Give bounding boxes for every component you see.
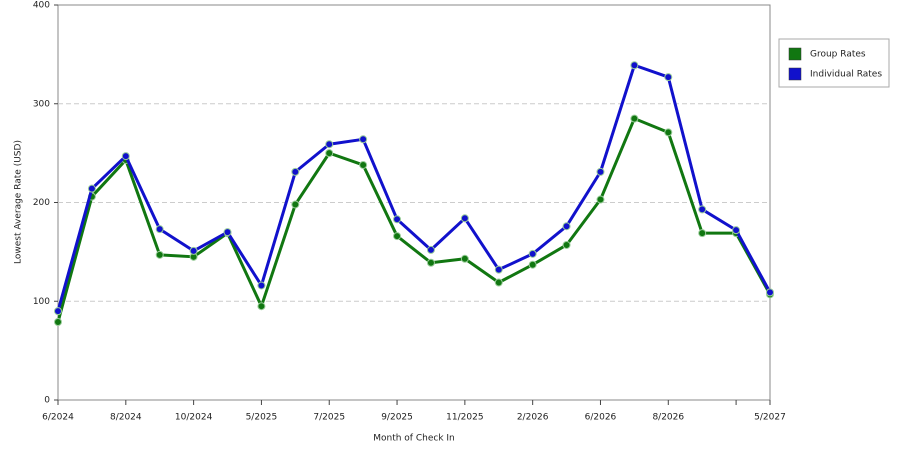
data-point <box>223 228 232 237</box>
y-tick-label: 400 <box>33 1 50 11</box>
legend-swatch <box>788 67 802 81</box>
data-point <box>393 215 402 224</box>
data-point <box>562 222 571 231</box>
data-point <box>698 205 707 214</box>
data-point <box>325 140 334 149</box>
x-tick-label: 5/2027 <box>754 413 786 423</box>
data-point <box>54 307 62 316</box>
data-point <box>630 61 639 70</box>
y-tick-label: 100 <box>33 297 50 307</box>
data-point <box>257 302 266 311</box>
y-tick-label: 200 <box>33 198 50 208</box>
data-point <box>596 167 605 176</box>
series-line <box>56 117 772 323</box>
data-point <box>494 278 503 287</box>
y-tick-label: 300 <box>33 99 50 109</box>
data-point <box>257 281 266 290</box>
x-tick-label: 5/2025 <box>246 413 278 423</box>
data-point <box>698 229 707 238</box>
data-point <box>426 245 435 254</box>
legend-label: Group Rates <box>810 50 866 60</box>
legend-label: Individual Rates <box>810 70 882 80</box>
data-point <box>732 226 741 235</box>
x-tick-label: 8/2024 <box>110 413 142 423</box>
x-tick-label: 9/2025 <box>381 413 413 423</box>
data-point <box>664 128 673 137</box>
data-point <box>359 160 368 169</box>
data-point <box>121 152 130 161</box>
data-point <box>291 167 300 176</box>
data-point <box>664 73 673 82</box>
x-tick-label: 2/2026 <box>517 413 549 423</box>
data-point <box>155 225 164 234</box>
data-point <box>426 258 435 267</box>
data-point <box>87 184 96 193</box>
x-axis-label: Month of Check In <box>373 434 455 444</box>
data-point <box>189 246 198 255</box>
data-point <box>494 265 503 274</box>
x-tick-label: 7/2025 <box>313 413 345 423</box>
x-tick-label: 6/2026 <box>585 413 617 423</box>
y-tick-label: 0 <box>44 396 50 406</box>
data-point <box>528 260 537 269</box>
data-point <box>562 240 571 249</box>
x-tick-label: 8/2026 <box>652 413 684 423</box>
x-tick-label: 10/2024 <box>175 413 213 423</box>
x-tick-label: 6/2024 <box>42 413 74 423</box>
legend-swatch <box>788 47 802 61</box>
data-point <box>460 254 469 263</box>
data-point <box>528 249 537 258</box>
data-point <box>155 250 164 259</box>
data-point <box>54 317 62 326</box>
data-point <box>596 195 605 204</box>
data-point <box>766 288 774 297</box>
series-line <box>56 63 772 312</box>
data-point <box>393 232 402 241</box>
y-axis-label: Lowest Average Rate (USD) <box>14 140 24 264</box>
x-tick-label: 11/2025 <box>446 413 483 423</box>
data-point <box>291 200 300 209</box>
data-point <box>359 135 368 144</box>
data-point <box>630 114 639 123</box>
data-point <box>460 214 469 223</box>
data-point <box>325 149 334 158</box>
